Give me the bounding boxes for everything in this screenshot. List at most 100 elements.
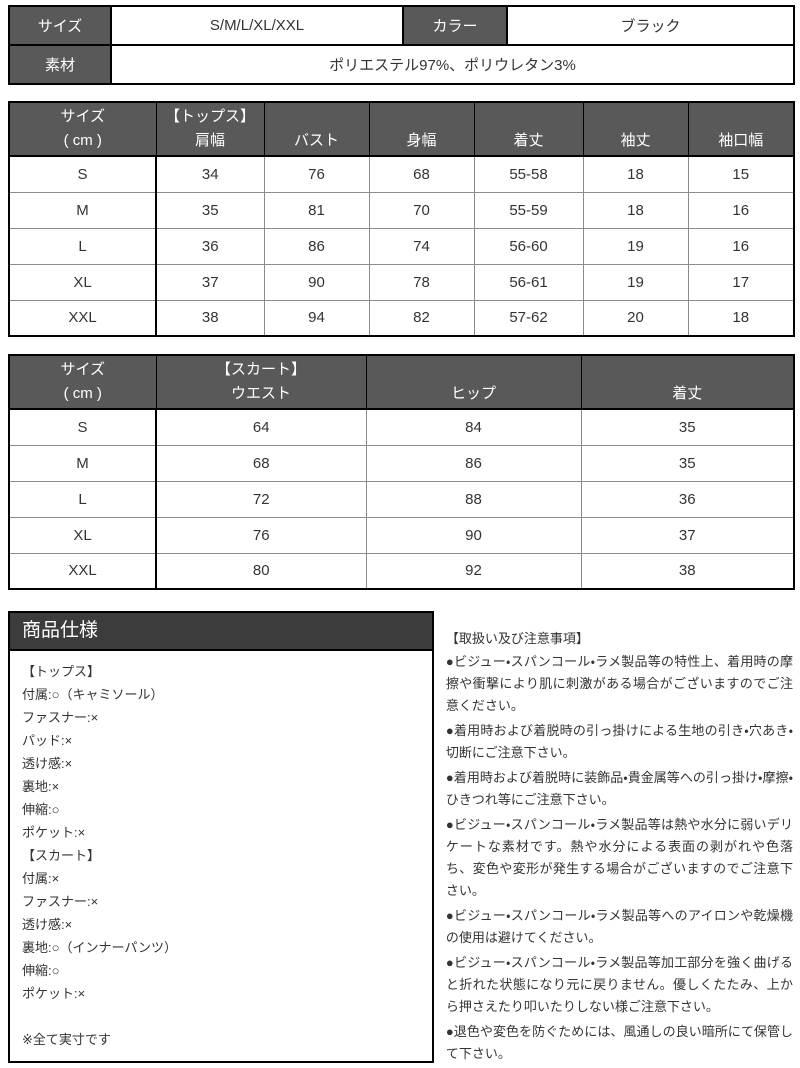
tops-size-table: サイズ( cm ) 【トップス】 肩幅 バスト 身幅 着丈 袖丈 袖口幅 S 34 76 68 55-5…: [8, 101, 795, 337]
spec-line: 伸縮:○: [22, 802, 60, 817]
note-item: ●退色や変色を防ぐためには、風通しの良い暗所にて保管して下さい。: [445, 1024, 793, 1061]
measurement-cell: 34: [155, 155, 265, 193]
measurement-cell: 90: [263, 263, 370, 301]
column-header-line1: サイズ: [60, 108, 106, 125]
size-name-cell: L: [8, 227, 157, 265]
measurement-cell: 18: [582, 191, 689, 229]
size-label-cell: サイズ: [8, 5, 112, 46]
measurement-cell: 90: [365, 516, 582, 554]
color-label-cell: カラー: [402, 5, 508, 46]
size-row: XXL 80 92 38: [8, 552, 795, 590]
column-header-line2: バスト: [293, 132, 339, 149]
measurement-cell: 55-58: [473, 155, 584, 193]
column-header-line2: 身幅: [406, 132, 437, 149]
measurement-cell: 37: [580, 516, 795, 554]
size-name-cell: L: [8, 480, 157, 518]
size-name-cell: XXL: [8, 299, 157, 337]
column-header-line2: 袖丈: [620, 132, 651, 149]
size-row: XL 37 90 78 56-61 19 17: [8, 263, 795, 301]
column-header-line2: 肩幅: [194, 132, 225, 149]
spec-line: 裏地:×: [22, 779, 60, 794]
column-header-line2: 袖口幅: [718, 132, 764, 149]
header-row: サイズ ( cm ) 【スカート】 ウエスト ヒップ 着丈: [8, 354, 795, 410]
column-header: 着丈: [473, 101, 584, 157]
column-header-line2: ヒップ: [450, 385, 496, 402]
spec-line: 付属:×: [22, 871, 60, 886]
column-header: サイズ ( cm ): [8, 354, 157, 410]
spec-line: 付属:○（キャミソール）: [22, 687, 164, 702]
spec-line: ファスナー:×: [22, 710, 99, 725]
size-name-cell: S: [8, 408, 157, 446]
spec-line: 透け感:×: [22, 756, 73, 771]
note-item: ●ビジュー・スパンコール・ラメ製品等の特性上、着用時の摩擦や衝撃により肌に刺激が…: [445, 654, 793, 713]
size-row: L 72 88 36: [8, 480, 795, 518]
measurement-cell: 68: [155, 444, 367, 482]
column-header: ヒップ: [365, 354, 582, 410]
size-name-cell: XL: [8, 263, 157, 301]
size-row: XL 76 90 37: [8, 516, 795, 554]
measurement-cell: 36: [580, 480, 795, 518]
measurement-cell: 37: [155, 263, 265, 301]
measurement-cell: 74: [368, 227, 475, 265]
column-header-line1: [370, 105, 474, 129]
measurement-cell: 55-59: [473, 191, 584, 229]
column-header: 着丈: [580, 354, 795, 410]
measurement-cell: 16: [687, 227, 795, 265]
measurement-cell: 82: [368, 299, 475, 337]
column-header-line1: 【トップス】: [164, 108, 255, 125]
size-value-cell: S/M/L/XL/XXL: [110, 5, 404, 46]
note-item: ●ビジュー・スパンコール・ラメ製品等は熱や水分に弱いデリケートな素材です。熱や水…: [445, 817, 793, 898]
skirt-size-table: サイズ ( cm ) 【スカート】 ウエスト ヒップ 着丈 S 64 84 35 M 68 86 35 L 7…: [8, 354, 795, 590]
measurement-cell: 16: [687, 191, 795, 229]
spec-line: 伸縮:○: [22, 963, 60, 978]
measurement-cell: 38: [580, 552, 795, 590]
spec-line: パッド:×: [22, 733, 73, 748]
bottom-section: 商品仕様 【トップス】付属:○（キャミソール） ファスナー:× パッド:× 透け感:×…: [8, 611, 793, 1068]
product-spec-title: 商品仕様: [10, 613, 432, 651]
spec-line: 【トップス】: [22, 664, 101, 679]
measurement-cell: 18: [687, 299, 795, 337]
column-header-line2: ( cm ): [63, 385, 102, 402]
column-header: 袖丈: [582, 101, 689, 157]
column-header-line2: ウエスト: [230, 385, 291, 402]
spec-line: ファスナー:×: [22, 894, 99, 909]
column-header: 身幅: [368, 101, 475, 157]
measurement-cell: 86: [365, 444, 582, 482]
column-header: 【トップス】 肩幅: [155, 101, 265, 157]
info-row-size-color: サイズ S/M/L/XL/XXL カラー ブラック: [8, 5, 795, 46]
measurement-cell: 19: [582, 227, 689, 265]
header-row: サイズ( cm ) 【トップス】 肩幅 バスト 身幅 着丈 袖丈 袖口幅: [8, 101, 795, 157]
product-info-table: サイズ S/M/L/XL/XXL カラー ブラック 素材 ポリエステル97%、ポ…: [8, 5, 795, 85]
measurement-cell: 81: [263, 191, 370, 229]
spec-blank-line: [22, 1005, 420, 1028]
product-spec-box: 商品仕様 【トップス】付属:○（キャミソール） ファスナー:× パッド:× 透け感:×…: [8, 611, 434, 1063]
size-row: S 34 76 68 55-58 18 15: [8, 155, 795, 193]
column-header-line2: ( cm ): [63, 132, 102, 149]
spec-line: 裏地:○（インナーパンツ）: [22, 940, 177, 955]
size-row: M 68 86 35: [8, 444, 795, 482]
measurement-cell: 84: [365, 408, 582, 446]
size-row: L 36 86 74 56-60 19 16: [8, 227, 795, 265]
column-header-line1: [689, 105, 794, 129]
measurement-cell: 35: [580, 444, 795, 482]
material-label-cell: 素材: [8, 44, 112, 85]
column-header-line1: 【スカート】: [215, 361, 306, 378]
measurement-cell: 57-62: [473, 299, 584, 337]
measurement-cell: 80: [155, 552, 367, 590]
column-header-line1: サイズ: [60, 361, 106, 378]
size-row: S 64 84 35: [8, 408, 795, 446]
measurement-cell: 76: [155, 516, 367, 554]
spec-line: 【スカート】: [22, 848, 101, 863]
column-header-line1: [582, 358, 794, 382]
spec-line: ※全て実寸です: [22, 1032, 111, 1047]
size-name-cell: M: [8, 191, 157, 229]
handling-notes-items: ●ビジュー・スパンコール・ラメ製品等の特性上、着用時の摩擦や衝撃により肌に刺激が…: [446, 651, 793, 1065]
spec-line: ポケット:×: [22, 986, 86, 1001]
spec-line: 透け感:×: [22, 917, 73, 932]
column-header-line1: [367, 358, 581, 382]
measurement-cell: 56-60: [473, 227, 584, 265]
measurement-cell: 68: [368, 155, 475, 193]
handling-notes-title: 【取扱い及び注意事項】: [445, 631, 589, 646]
info-row-material: 素材 ポリエステル97%、ポリウレタン3%: [8, 44, 795, 85]
column-header: 袖口幅: [687, 101, 795, 157]
